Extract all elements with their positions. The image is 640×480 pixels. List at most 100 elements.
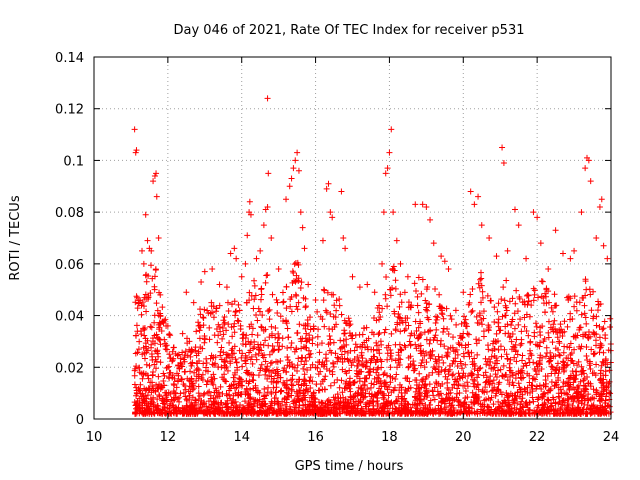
x-tick-label: 24 xyxy=(603,430,620,445)
data-point xyxy=(181,368,188,375)
data-point xyxy=(376,309,383,316)
data-point xyxy=(235,318,242,325)
data-point xyxy=(167,332,174,339)
data-point xyxy=(206,324,213,331)
data-point xyxy=(415,324,422,331)
data-point xyxy=(491,304,498,311)
data-point xyxy=(461,313,468,320)
data-point xyxy=(134,328,141,335)
data-point xyxy=(387,364,394,371)
data-point xyxy=(302,303,309,310)
data-point xyxy=(489,340,496,347)
data-point xyxy=(148,324,155,331)
data-point xyxy=(270,384,277,391)
data-point xyxy=(503,307,510,314)
x-tick-label: 18 xyxy=(381,430,398,445)
data-point xyxy=(274,310,281,317)
data-point xyxy=(490,386,497,393)
data-point xyxy=(426,340,433,347)
data-point xyxy=(497,343,504,350)
data-point xyxy=(384,356,391,363)
x-tick-label: 16 xyxy=(307,430,324,445)
data-point xyxy=(191,369,198,376)
x-tick-label: 10 xyxy=(86,430,103,445)
y-tick-label: 0.12 xyxy=(55,103,84,118)
data-point xyxy=(453,321,460,328)
data-point xyxy=(491,318,498,325)
data-point xyxy=(534,396,541,403)
data-point xyxy=(303,338,310,345)
data-point xyxy=(258,323,265,330)
data-point xyxy=(580,377,587,384)
data-point xyxy=(219,325,226,332)
data-point xyxy=(268,359,275,366)
data-point xyxy=(450,334,457,341)
data-point xyxy=(424,283,431,290)
data-point xyxy=(421,393,428,400)
data-point xyxy=(574,362,581,369)
y-tick-label: 0.04 xyxy=(55,310,84,325)
data-point xyxy=(163,364,170,371)
data-point xyxy=(471,355,478,362)
data-point xyxy=(295,381,302,388)
data-point xyxy=(352,341,359,348)
data-point xyxy=(213,308,220,315)
x-axis-label: GPS time / hours xyxy=(295,459,404,474)
data-point xyxy=(249,331,256,338)
data-point xyxy=(416,332,423,339)
data-point xyxy=(581,302,588,309)
data-point xyxy=(314,333,321,340)
data-point xyxy=(587,383,594,390)
y-tick-label: 0.08 xyxy=(55,206,84,221)
data-point xyxy=(518,336,525,343)
data-point xyxy=(320,286,327,293)
data-point xyxy=(155,373,162,380)
chart-title: Day 046 of 2021, Rate Of TEC Index for r… xyxy=(174,23,525,38)
data-point xyxy=(532,341,539,348)
data-point xyxy=(533,371,540,378)
data-point xyxy=(476,337,483,344)
data-point xyxy=(277,374,284,381)
data-point xyxy=(406,338,413,345)
data-point xyxy=(377,314,384,321)
data-point xyxy=(301,361,308,368)
data-point xyxy=(289,372,296,379)
data-point xyxy=(553,367,560,374)
data-point xyxy=(422,306,429,313)
data-point xyxy=(548,378,555,385)
data-point xyxy=(370,366,377,373)
data-point xyxy=(238,354,245,361)
data-point xyxy=(156,326,163,333)
data-point xyxy=(515,380,522,387)
data-point xyxy=(264,375,271,382)
data-point xyxy=(545,358,552,365)
data-point xyxy=(145,375,152,382)
data-point xyxy=(226,339,233,346)
data-point xyxy=(148,262,155,269)
data-point xyxy=(388,350,395,357)
data-point xyxy=(387,346,394,353)
data-point xyxy=(151,319,158,326)
data-point xyxy=(495,323,502,330)
data-point xyxy=(392,375,399,382)
data-point xyxy=(336,302,343,309)
grid-lines xyxy=(94,57,611,419)
data-point xyxy=(548,304,555,311)
data-point xyxy=(288,339,295,346)
data-point xyxy=(170,397,177,404)
data-point xyxy=(208,299,215,306)
data-point xyxy=(225,321,232,328)
data-point xyxy=(379,305,386,312)
data-point xyxy=(173,384,180,391)
data-point xyxy=(401,289,408,296)
data-point xyxy=(462,361,469,368)
data-point xyxy=(293,303,300,310)
data-point xyxy=(412,287,419,294)
data-point xyxy=(455,339,462,346)
data-point xyxy=(212,354,219,361)
data-point xyxy=(556,351,563,358)
data-point xyxy=(231,378,238,385)
data-point xyxy=(575,399,582,406)
data-point xyxy=(543,344,550,351)
data-point xyxy=(601,318,608,325)
